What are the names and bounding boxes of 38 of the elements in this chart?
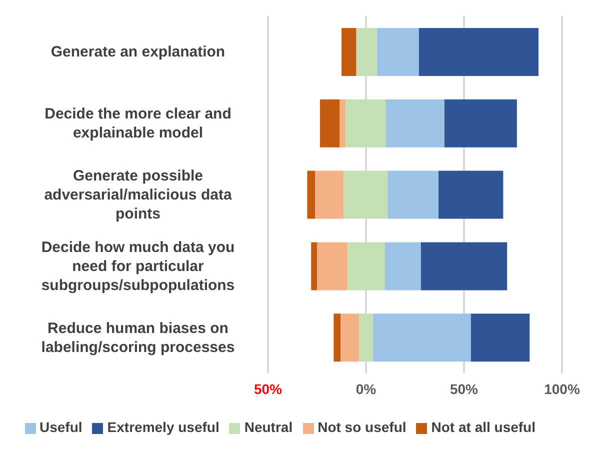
bar [315, 170, 344, 219]
bar [320, 99, 340, 148]
bar [340, 99, 346, 148]
bar [342, 28, 356, 76]
bar [307, 170, 316, 219]
bar [356, 28, 377, 76]
bar [386, 99, 444, 148]
bar [372, 314, 471, 362]
bar [340, 314, 360, 362]
bar [347, 242, 385, 290]
bar [334, 314, 341, 362]
bar [345, 99, 386, 148]
legend-label: Neutral [244, 419, 293, 435]
x-tick-label: 50% [254, 381, 283, 397]
bar [311, 242, 317, 290]
legend-label: Not at all useful [431, 419, 536, 435]
bar [470, 314, 530, 362]
y-tick-label: Generate possible adversarial/malicious data points [44, 167, 232, 222]
y-tick-label: Reduce human biases on labeling/scoring processes [41, 319, 235, 356]
x-tick-label: 100% [544, 381, 580, 397]
bar [376, 28, 419, 76]
bar [420, 242, 508, 290]
bar [384, 242, 421, 290]
legend-label: Extremely useful [107, 419, 220, 435]
legend-label: Useful [40, 419, 82, 435]
bar [444, 99, 517, 148]
x-tick-label: 50% [450, 381, 479, 397]
bar [317, 242, 348, 290]
bar [418, 28, 538, 76]
y-tick-label: Decide the more clear and explainable model [44, 105, 232, 142]
bar [359, 314, 373, 362]
x-tick-label: 0% [356, 381, 377, 397]
bar [343, 170, 388, 219]
legend-label: Not so useful [318, 419, 406, 435]
bar [388, 170, 439, 219]
y-tick-label: Generate an explanation [50, 43, 226, 60]
bar [438, 170, 504, 219]
y-tick-label: Decide how much data you need for particular subgroups/subpopulations [41, 238, 235, 294]
